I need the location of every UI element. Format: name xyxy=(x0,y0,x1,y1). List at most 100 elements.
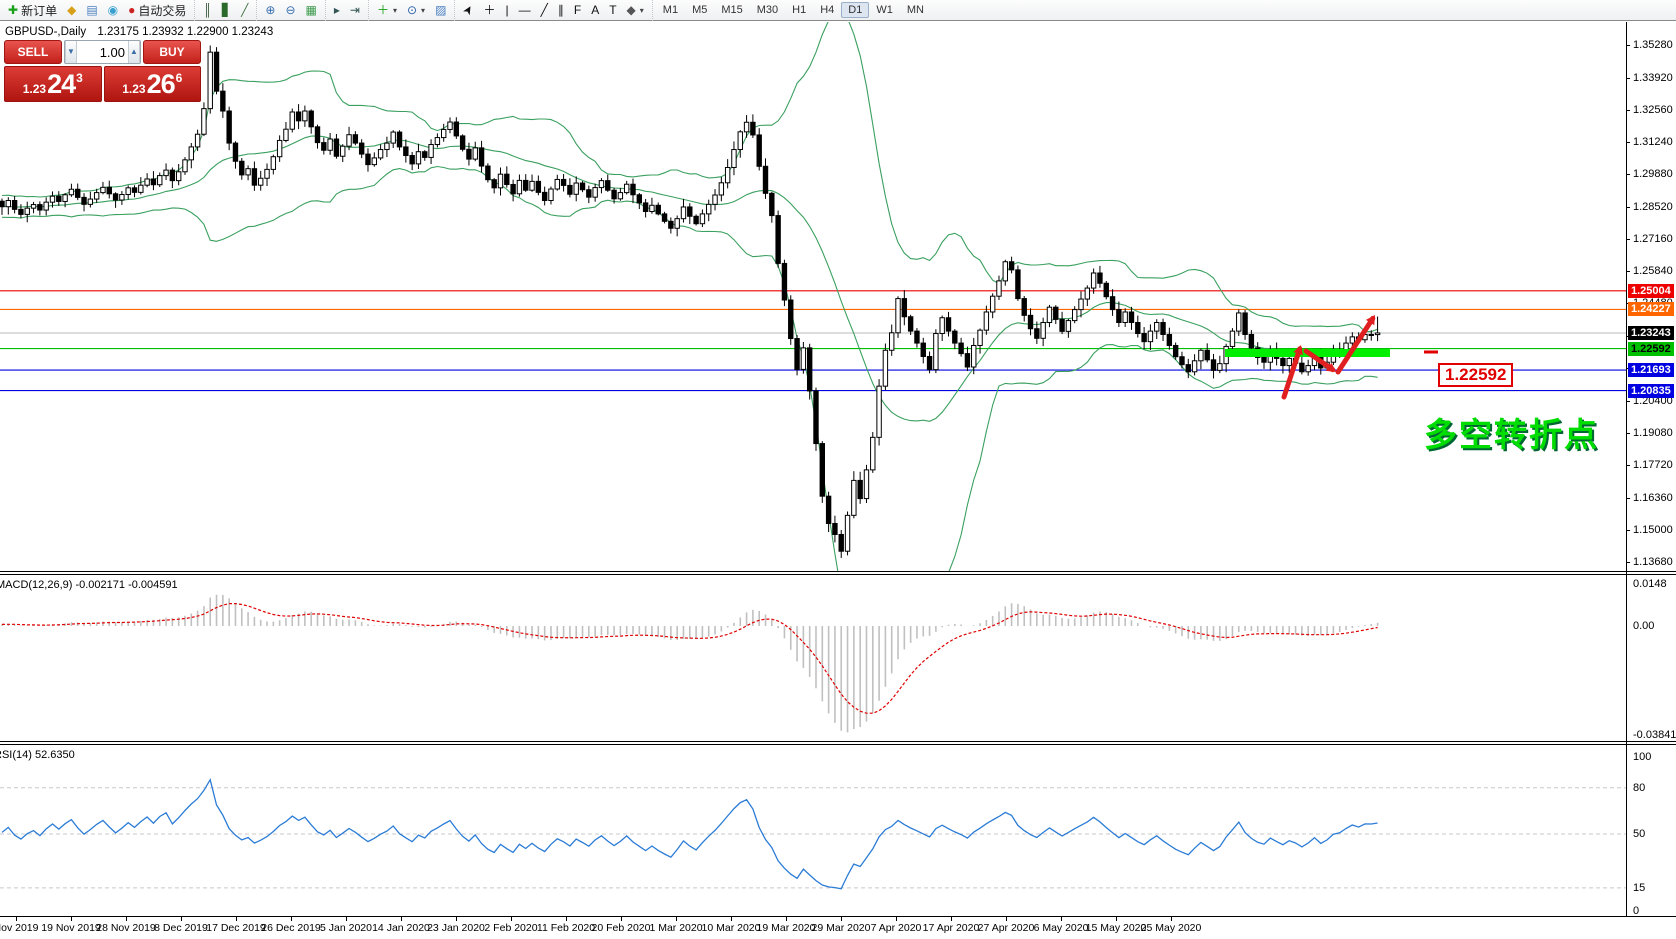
vertical-line-button[interactable]: | xyxy=(500,1,513,19)
volume-decrease-button[interactable]: ▼ xyxy=(65,41,77,63)
price-axis-line xyxy=(1626,22,1627,916)
indicators-button[interactable]: ＋ ▾ xyxy=(372,1,402,19)
arrows-button[interactable]: ◆ ▾ xyxy=(622,1,649,19)
crosshair-button[interactable]: ＋ xyxy=(478,1,500,19)
trend-arrows xyxy=(1281,315,1376,400)
market-watch-button[interactable]: ▤ xyxy=(81,1,102,19)
rsi-axis-label: 0 xyxy=(1633,905,1640,917)
symbol-period-label: GBPUSD-,Daily xyxy=(5,26,87,38)
date-label: 2 Feb 2020 xyxy=(484,922,538,934)
main-price-chart[interactable] xyxy=(0,22,1626,571)
line-chart-button[interactable]: ╱ xyxy=(236,1,253,19)
date-tick xyxy=(181,917,182,921)
main-toolbar: ✚ 新订单 ◆ ▤ ◉ ● 自动交易 ║ ▋ ╱ ⊕ ⊖ ▦ ▸ ⇥ ＋ ▾ ⊙ ▾ ▨ ➤ ＋ | — ╱ ∥ F A T ◆ ▾ M1 M5… xyxy=(0,0,1676,21)
date-label: 15 May 2020 xyxy=(1085,922,1147,934)
volume-increase-button[interactable]: ▲ xyxy=(128,41,140,63)
price-tick xyxy=(1626,141,1630,143)
price-level-badge: 1.24227 xyxy=(1628,302,1674,317)
rsi-indicator-panel[interactable] xyxy=(0,746,1626,916)
horizontal-line-button[interactable]: — xyxy=(514,1,536,19)
date-label: 1 Mar 2020 xyxy=(649,922,703,934)
date-label: 7 Apr 2020 xyxy=(870,922,922,934)
text-button[interactable]: A xyxy=(586,1,604,19)
autotrading-button[interactable]: ● 自动交易 xyxy=(123,1,191,19)
auto-scroll-button[interactable]: ▸ xyxy=(329,1,345,19)
cursor-icon: ➤ xyxy=(459,2,478,18)
date-tick xyxy=(786,917,787,921)
price-tick-label: 1.15000 xyxy=(1633,524,1673,537)
buy-price-prefix: 1.23 xyxy=(122,82,146,96)
zoom-out-button[interactable]: ⊖ xyxy=(280,1,300,19)
date-tick xyxy=(951,917,952,921)
trendline-button[interactable]: ╱ xyxy=(536,1,553,19)
channel-icon: ∥ xyxy=(557,3,564,17)
panel-separator xyxy=(0,741,1676,742)
price-tick xyxy=(1626,432,1630,434)
charts-button[interactable]: ◆ xyxy=(62,1,81,19)
periods-button[interactable]: ⊙ ▾ xyxy=(402,1,430,19)
new-order-button[interactable]: ✚ 新订单 xyxy=(3,1,62,19)
timeframe-m5-button[interactable]: M5 xyxy=(692,4,708,16)
horizontal-line-icon: — xyxy=(518,3,531,17)
price-tick xyxy=(1626,497,1630,499)
date-label: 11 Feb 2020 xyxy=(536,922,596,934)
date-tick xyxy=(1171,917,1172,921)
cursor-button[interactable]: ➤ xyxy=(458,1,478,19)
charts-icon: ◆ xyxy=(67,3,77,17)
signals-button[interactable]: ◉ xyxy=(103,1,123,19)
timeframe-m30-button[interactable]: M30 xyxy=(756,4,779,16)
timeframe-h4-button[interactable]: H4 xyxy=(820,4,835,16)
timeframe-w1-button[interactable]: W1 xyxy=(876,4,893,16)
label-button[interactable]: T xyxy=(604,1,621,19)
candlestick-chart-icon: ▋ xyxy=(221,3,232,17)
zoom-out-icon: ⊖ xyxy=(285,3,296,17)
support-price-label[interactable]: 1.22592 xyxy=(1438,363,1514,387)
auto-scroll-icon: ▸ xyxy=(333,3,340,17)
periods-icon: ⊙ xyxy=(406,3,418,17)
date-label: 8 Dec 2019 xyxy=(154,922,208,934)
toolbar-group-chart-type: ║ ▋ ╱ xyxy=(194,0,256,21)
price-tick-label: 1.33920 xyxy=(1633,71,1673,84)
fibonacci-icon: F xyxy=(573,3,582,17)
candlestick-chart-button[interactable]: ▋ xyxy=(217,1,236,19)
macd-indicator-panel[interactable] xyxy=(0,576,1626,741)
fibonacci-button[interactable]: F xyxy=(569,1,586,19)
timeframe-m1-button[interactable]: M1 xyxy=(662,4,679,16)
date-tick xyxy=(511,917,512,921)
turning-point-annotation[interactable]: 多空转折点 xyxy=(1424,416,1599,453)
buy-button[interactable]: BUY xyxy=(143,40,201,64)
zoom-in-button[interactable]: ⊕ xyxy=(260,1,280,19)
timeframe-mn-button[interactable]: MN xyxy=(906,4,924,16)
price-level-badge: 1.25004 xyxy=(1628,283,1674,298)
sell-button[interactable]: SELL xyxy=(4,40,62,64)
template-button[interactable]: ▨ xyxy=(430,1,451,19)
price-tick-label: 1.28520 xyxy=(1633,200,1673,213)
sell-price-big: 24 xyxy=(47,68,76,99)
sell-price-panel[interactable]: 1.23 24 3 xyxy=(4,66,102,102)
chart-window[interactable]: GBPUSD-,Daily 1.23175 1.23932 1.22900 1.… xyxy=(0,22,1676,939)
tile-windows-button[interactable]: ▦ xyxy=(301,1,322,19)
channel-button[interactable]: ∥ xyxy=(553,1,569,19)
timeframe-m15-button[interactable]: M15 xyxy=(721,4,743,16)
buy-price-panel[interactable]: 1.23 26 6 xyxy=(103,66,201,102)
chart-shift-button[interactable]: ⇥ xyxy=(345,1,365,19)
chevron-down-icon: ▾ xyxy=(639,5,644,15)
bar-chart-button[interactable]: ║ xyxy=(198,1,217,19)
price-tick xyxy=(1626,400,1630,402)
timeframe-d1-button[interactable]: D1 xyxy=(841,2,870,18)
volume-input[interactable] xyxy=(77,41,128,63)
timeframe-h1-button[interactable]: H1 xyxy=(792,4,807,16)
price-tick xyxy=(1626,77,1630,79)
toolbar-group-timeframes: M1 M5 M15 M30 H1 H4 D1 W1 MN xyxy=(651,0,934,21)
rsi-axis-label: 15 xyxy=(1633,881,1646,894)
indicators-icon: ＋ xyxy=(376,3,389,17)
crosshair-icon: ＋ xyxy=(483,3,496,17)
sell-price-sup: 3 xyxy=(76,71,83,85)
chevron-down-icon: ▾ xyxy=(421,5,426,15)
chart-title: GBPUSD-,Daily 1.23175 1.23932 1.22900 1.… xyxy=(5,26,273,38)
panel-separator xyxy=(0,744,1676,745)
buy-price-big: 26 xyxy=(146,68,176,99)
label-icon: T xyxy=(609,3,617,17)
arrows-icon: ◆ xyxy=(626,3,636,17)
date-tick xyxy=(236,917,237,921)
